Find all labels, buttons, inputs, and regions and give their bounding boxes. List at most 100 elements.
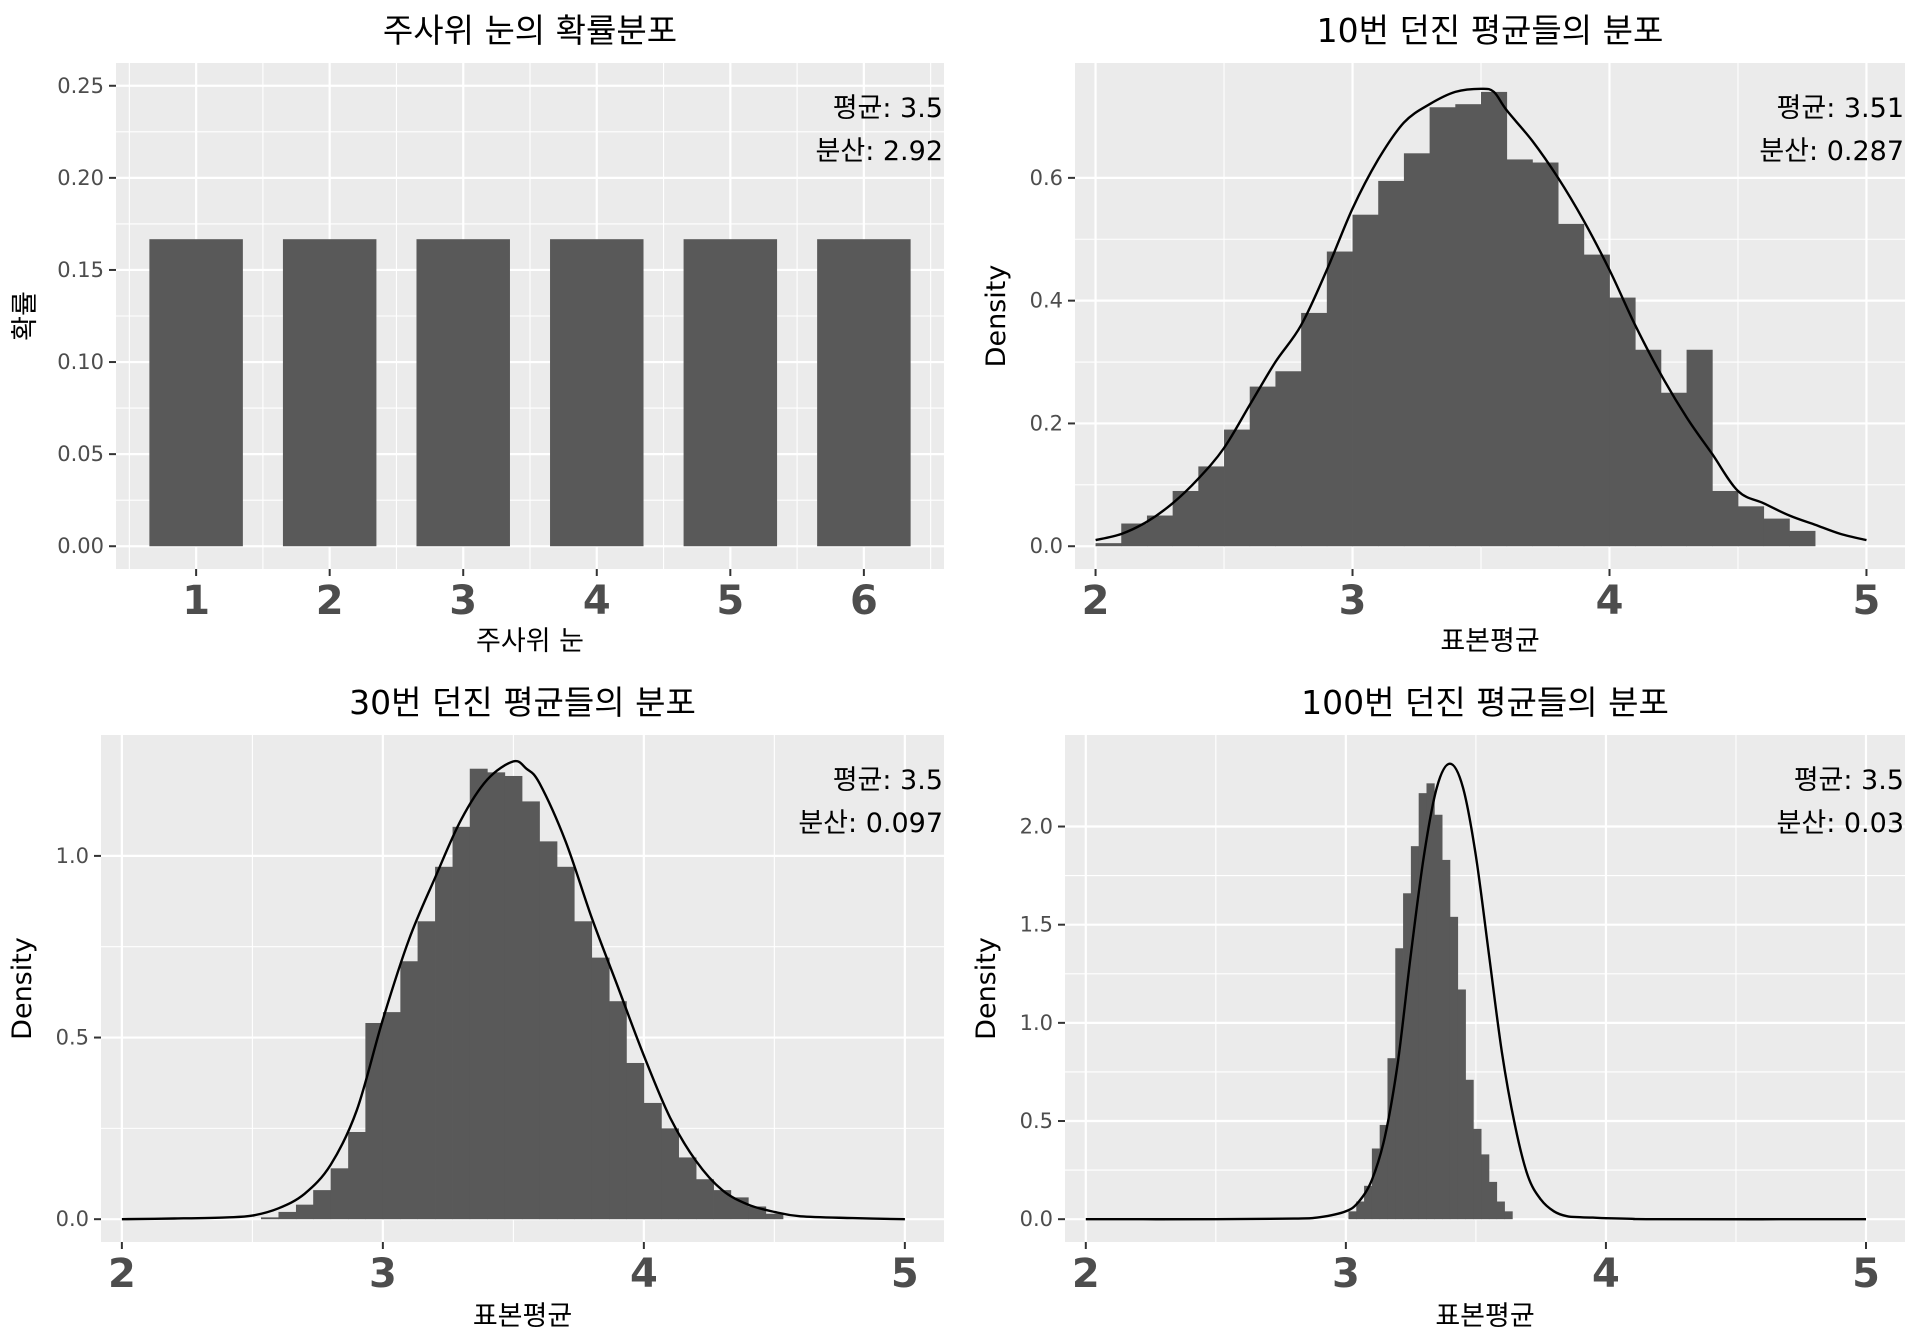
y-axis-title: Density [7, 937, 38, 1040]
y-tick-label: 0.20 [57, 166, 104, 190]
histogram-bar [1763, 518, 1790, 547]
histogram-bar [1410, 846, 1420, 1220]
histogram-bar [609, 1001, 627, 1220]
variance-annotation: 분산: 0.097 [798, 808, 943, 839]
density-curve [1095, 87, 1867, 542]
y-tick-label: 0.10 [57, 350, 104, 374]
x-tick-label: 4 [630, 1251, 658, 1297]
histogram-bar [504, 775, 523, 1220]
histogram-bar [1352, 214, 1379, 547]
histogram-bar [1146, 515, 1174, 547]
histogram-bar [643, 1102, 662, 1220]
x-tick-label: 5 [1852, 1251, 1880, 1297]
histogram-bar [1609, 297, 1636, 547]
x-tick-label: 4 [583, 578, 611, 624]
histogram-bar [1737, 506, 1765, 547]
y-tick-label: 0.0 [1030, 534, 1063, 558]
histogram-bar [260, 1217, 279, 1220]
mean-annotation: 평균: 3.5 [833, 765, 943, 796]
bar-1 [149, 239, 243, 547]
mean-annotation: 평균: 3.51 [1777, 93, 1904, 124]
bar-6 [817, 239, 911, 547]
histogram-bar [1403, 893, 1412, 1220]
histogram-bar [678, 1157, 697, 1220]
histogram-bar [1434, 814, 1443, 1220]
chart-title: 주사위 눈의 확률분포 [383, 11, 677, 50]
y-tick-label: 0.0 [56, 1207, 89, 1231]
histogram-bar [1789, 530, 1816, 547]
chart-title: 10번 던진 평균들의 분포 [1317, 11, 1664, 50]
chart-panel-1: 0.00 0.05 0.10 0.15 0.20 0.25 1 2 3 4 5 6 주사위 눈의 확률분… [10, 11, 944, 657]
histogram-bar [521, 801, 540, 1220]
variance-annotation: 분산: 0.03 [1777, 808, 1904, 839]
histogram-bar [1496, 1201, 1505, 1220]
x-tick-label: 3 [369, 1251, 397, 1297]
y-tick-label: 0.5 [56, 1026, 89, 1050]
histogram-bar [696, 1179, 714, 1220]
histogram-bar [487, 772, 506, 1220]
x-tick-label: 2 [1072, 1251, 1100, 1297]
mean-annotation: 평균: 3.5 [833, 93, 943, 124]
x-tick-label: 3 [1339, 578, 1367, 624]
y-tick-label: 0.05 [57, 442, 104, 466]
histogram-bar [1457, 989, 1466, 1220]
histogram-bar [661, 1128, 679, 1220]
histogram-bar [1395, 948, 1404, 1220]
y-axis-title: Density [981, 265, 1012, 368]
histogram-bar [1712, 490, 1739, 547]
y-tick-label: 2.0 [1020, 815, 1053, 839]
histogram-bar [365, 1023, 384, 1220]
histogram-bar [1506, 159, 1533, 547]
histogram-bar [1418, 793, 1427, 1220]
histogram-bar [400, 961, 418, 1220]
histogram-bar [330, 1168, 349, 1220]
y-tick-label: 0.4 [1030, 289, 1063, 313]
histogram-bar [713, 1190, 732, 1220]
histogram-bar [1326, 251, 1353, 547]
histogram-bar [1442, 859, 1451, 1220]
histogram-bar [1558, 223, 1585, 547]
histogram-bar [1378, 180, 1405, 547]
chart-title: 30번 던진 평균들의 분포 [349, 683, 696, 722]
histogram-bar [1583, 254, 1610, 547]
histogram-bar [1198, 466, 1225, 547]
histogram-bar [1348, 1211, 1357, 1220]
x-tick-label: 1 [182, 578, 210, 624]
y-tick-label: 1.5 [1020, 913, 1053, 937]
histogram-bar [295, 1204, 314, 1220]
y-tick-label: 0.2 [1030, 411, 1063, 435]
histogram-bar [1387, 1058, 1396, 1220]
histogram-bar [1481, 91, 1508, 547]
histogram-bar [1481, 1154, 1490, 1220]
histogram-bar [1660, 392, 1687, 547]
histogram-bar [556, 866, 575, 1220]
histogram-bar [1301, 312, 1328, 547]
density-curve [1085, 762, 1867, 1221]
histogram-bar [435, 866, 453, 1220]
histogram-bar [1356, 1201, 1365, 1220]
histogram-bar [539, 841, 558, 1220]
y-axis-title: 확률 [10, 291, 41, 341]
x-tick-label: 6 [850, 578, 878, 624]
histogram-bar [1465, 1079, 1474, 1220]
histogram-bar [1532, 162, 1559, 547]
y-tick-label: 0.5 [1020, 1109, 1053, 1133]
histogram-bar [1449, 916, 1459, 1220]
histogram-bar [1429, 107, 1456, 547]
y-tick-label: 0.0 [1020, 1207, 1053, 1231]
x-axis-title: 표본평균 [1440, 626, 1539, 657]
histogram-bar [348, 1131, 366, 1220]
y-tick-label: 0.6 [1030, 166, 1063, 190]
x-tick-label: 5 [716, 578, 744, 624]
x-tick-label: 4 [1592, 1251, 1620, 1297]
histogram-bar [1455, 104, 1482, 547]
bar-4 [550, 239, 644, 547]
x-axis-title: 주사위 눈 [476, 626, 584, 657]
x-tick-label: 3 [1332, 1251, 1360, 1297]
y-tick-label: 1.0 [1020, 1011, 1053, 1035]
x-axis-title: 표본평균 [473, 1301, 572, 1332]
